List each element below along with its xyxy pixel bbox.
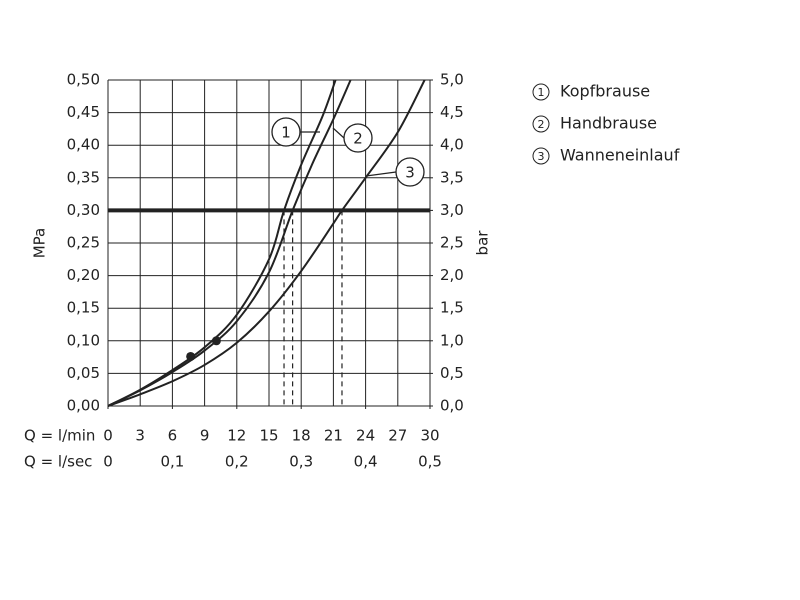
x-tick-label: 30 (420, 427, 439, 445)
curve (107, 79, 426, 407)
x2-tick-label: 0 (103, 453, 113, 471)
x-tick-label: 21 (324, 427, 343, 445)
y-tick-label: 0,25 (67, 234, 100, 252)
y-tick-label: 0,50 (67, 71, 100, 89)
x-tick-label: 12 (227, 427, 246, 445)
legend-number: 1 (538, 86, 545, 99)
callout-label: 3 (405, 164, 415, 182)
legend-circle (532, 115, 550, 133)
y-tick-label: 0,40 (67, 136, 100, 154)
y-tick-label: 0,00 (67, 397, 100, 415)
y2-tick-label: 2,0 (440, 266, 464, 284)
x-tick-label: 3 (135, 427, 145, 445)
curve (107, 79, 337, 407)
legend-circle (532, 147, 550, 165)
legend-label: Kopfbrause (560, 82, 650, 101)
x-tick-label: 18 (292, 427, 311, 445)
y-tick-label: 0,35 (67, 168, 100, 186)
x2-tick-label: 0,5 (418, 453, 442, 471)
y-tick-label: 0,10 (67, 331, 100, 349)
curve (107, 79, 352, 407)
callout-leader (365, 171, 397, 177)
y2-tick-label: 0,0 (440, 397, 464, 415)
x2-tick-label: 0,4 (354, 453, 378, 471)
y-tick-label: 0,30 (67, 201, 100, 219)
y2-tick-label: 5,0 (440, 71, 464, 89)
x-tick-label: 6 (168, 427, 178, 445)
legend-label: Wanneneinlauf (560, 146, 680, 165)
y2-tick-label: 3,5 (440, 168, 464, 186)
callout-circle (343, 123, 373, 153)
y2-tick-label: 1,5 (440, 299, 464, 317)
legend-label: Handbrause (560, 114, 657, 133)
y-tick-label: 0,05 (67, 364, 100, 382)
x2-tick-label: 0,2 (225, 453, 249, 471)
y2-tick-label: 4,5 (440, 103, 464, 121)
x2-tick-label: 0,3 (289, 453, 313, 471)
callout-label: 2 (353, 130, 363, 148)
x-axis-label: Q = l/min (24, 427, 95, 445)
y2-tick-label: 3,0 (440, 201, 464, 219)
x-tick-label: 15 (259, 427, 278, 445)
x-tick-label: 0 (103, 427, 113, 445)
callout-circle (395, 157, 425, 187)
x-tick-label: 24 (356, 427, 375, 445)
y2-tick-label: 0,5 (440, 364, 464, 382)
callout-leader (332, 127, 345, 139)
callout-label: 1 (281, 124, 291, 142)
point-marker (211, 336, 221, 346)
y2-axis-label: bar (474, 230, 492, 256)
y-axis-label: MPa (31, 228, 49, 259)
y-tick-label: 0,15 (67, 299, 100, 317)
legend-circle (532, 83, 550, 101)
x2-axis-label: Q = l/sec (24, 453, 92, 471)
y2-tick-label: 1,0 (440, 331, 464, 349)
y-tick-label: 0,20 (67, 266, 100, 284)
legend-number: 3 (538, 150, 545, 163)
y2-tick-label: 4,0 (440, 136, 464, 154)
point-marker (186, 351, 196, 361)
x2-tick-label: 0,1 (160, 453, 184, 471)
callout-circle (271, 117, 301, 147)
x-tick-label: 9 (200, 427, 210, 445)
x-tick-label: 27 (388, 427, 407, 445)
legend-number: 2 (538, 118, 545, 131)
y2-tick-label: 2,5 (440, 234, 464, 252)
y-tick-label: 0,45 (67, 103, 100, 121)
